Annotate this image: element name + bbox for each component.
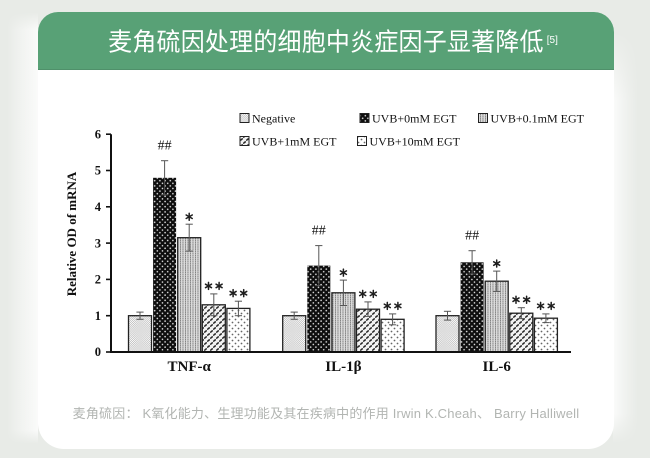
svg-text:UVB+0mM EGT: UVB+0mM EGT [372,111,457,125]
svg-text:IL-1β: IL-1β [325,359,361,375]
svg-text:UVB+0.1mM EGT: UVB+0.1mM EGT [491,111,585,125]
svg-text:##: ## [312,224,326,239]
svg-text:Negative: Negative [252,111,295,125]
svg-text:3: 3 [95,236,101,250]
svg-text:##: ## [465,229,479,244]
svg-text:0: 0 [95,345,101,359]
svg-text:4: 4 [95,200,102,214]
svg-text:5: 5 [95,164,101,178]
svg-text:2: 2 [95,273,101,287]
svg-text:6: 6 [95,127,101,141]
svg-text:1: 1 [95,309,101,323]
svg-text:UVB+1mM EGT: UVB+1mM EGT [252,134,337,148]
svg-text:IL-6: IL-6 [483,359,512,375]
svg-text:##: ## [158,139,172,154]
svg-text:TNF-α: TNF-α [168,359,212,375]
svg-text:Relative OD of mRNA: Relative OD of mRNA [64,171,79,296]
svg-text:UVB+10mM EGT: UVB+10mM EGT [370,134,461,148]
